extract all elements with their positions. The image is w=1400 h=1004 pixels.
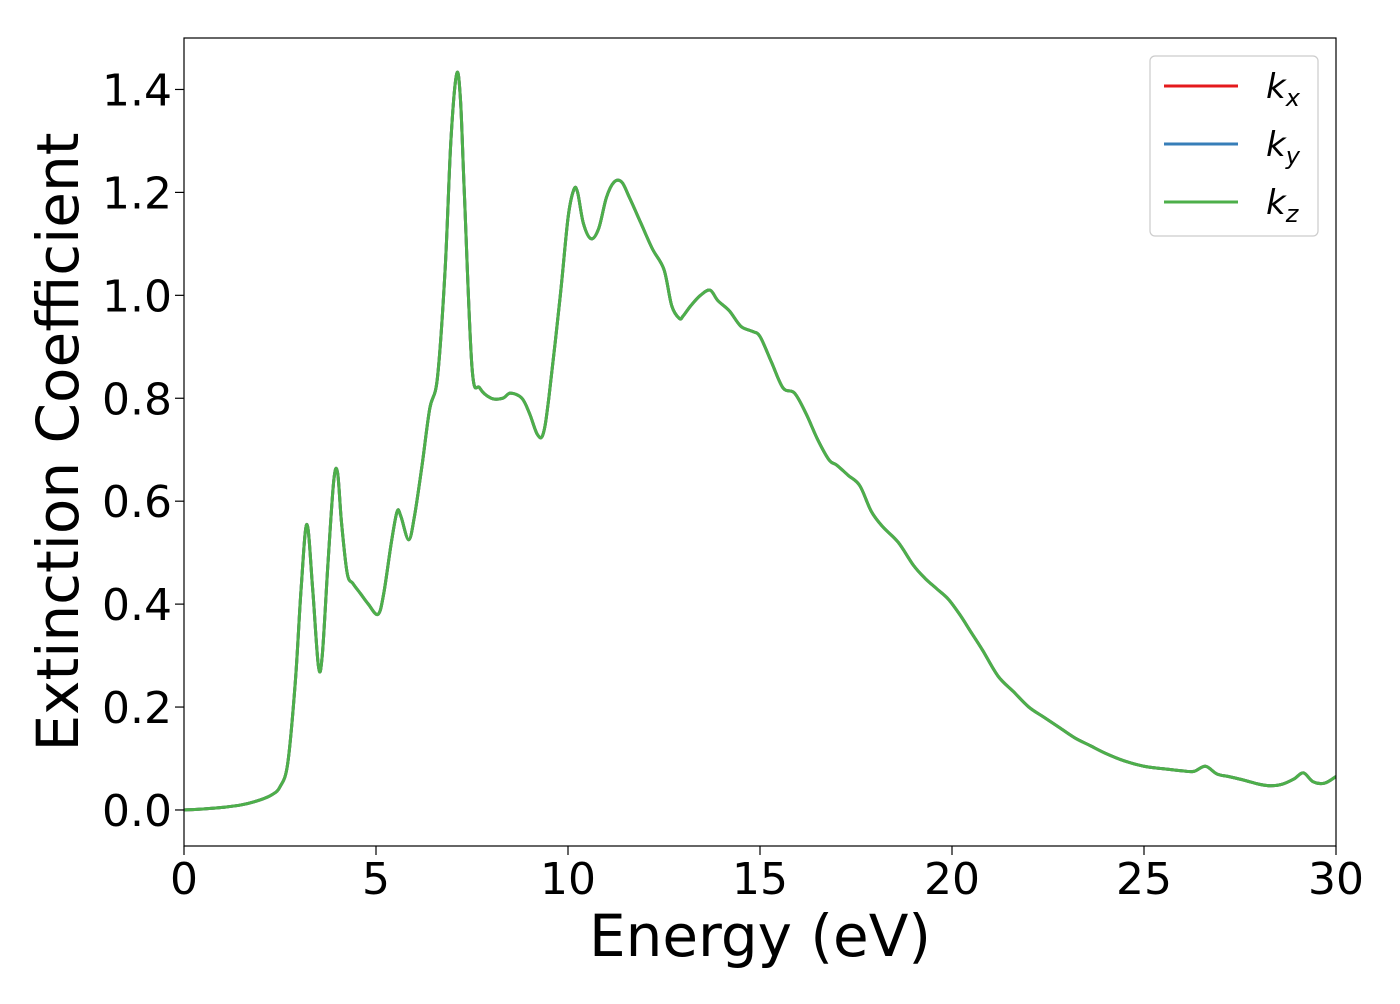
y-tick-label: 0.6 — [102, 477, 172, 528]
x-tick-label: 10 — [540, 854, 596, 905]
legend-label-base: k — [1266, 67, 1287, 107]
series-layer — [184, 70, 1336, 812]
legend-label-subscript: y — [1285, 142, 1301, 170]
legend-label-ky: ky — [1266, 125, 1301, 170]
y-tick-label: 1.4 — [102, 65, 172, 116]
y-axis-title: Extinction Coefficient — [24, 133, 92, 752]
legend-label-base: k — [1266, 183, 1287, 223]
x-tick-label: 0 — [170, 854, 198, 905]
legend-label-kx: kx — [1266, 67, 1301, 112]
y-tick-label: 1.2 — [102, 168, 172, 219]
x-axis-title: Energy (eV) — [589, 902, 931, 970]
y-tick-label: 0.2 — [102, 683, 172, 734]
legend-label-base: k — [1266, 125, 1287, 165]
series-line-k-z — [184, 70, 1336, 812]
x-tick-label: 20 — [924, 854, 980, 905]
x-tick-label: 15 — [732, 854, 788, 905]
legend-box — [1149, 55, 1319, 237]
legend-label-kz: kz — [1266, 183, 1300, 228]
y-tick-label: 0.4 — [102, 580, 172, 631]
legend-label-subscript: x — [1285, 84, 1301, 112]
y-tick-label: 0.0 — [102, 786, 172, 837]
x-axis: 0 5 10 15 20 25 30 — [170, 846, 1364, 905]
x-tick-label: 5 — [362, 854, 390, 905]
y-tick-label: 1.0 — [102, 271, 172, 322]
x-tick-label: 25 — [1116, 854, 1172, 905]
x-tick-label: 30 — [1308, 854, 1364, 905]
y-tick-label: 0.8 — [102, 374, 172, 425]
legend-label-subscript: z — [1285, 200, 1300, 228]
y-axis: 0.0 0.2 0.4 0.6 0.8 1.0 1.2 1.4 — [102, 65, 184, 837]
